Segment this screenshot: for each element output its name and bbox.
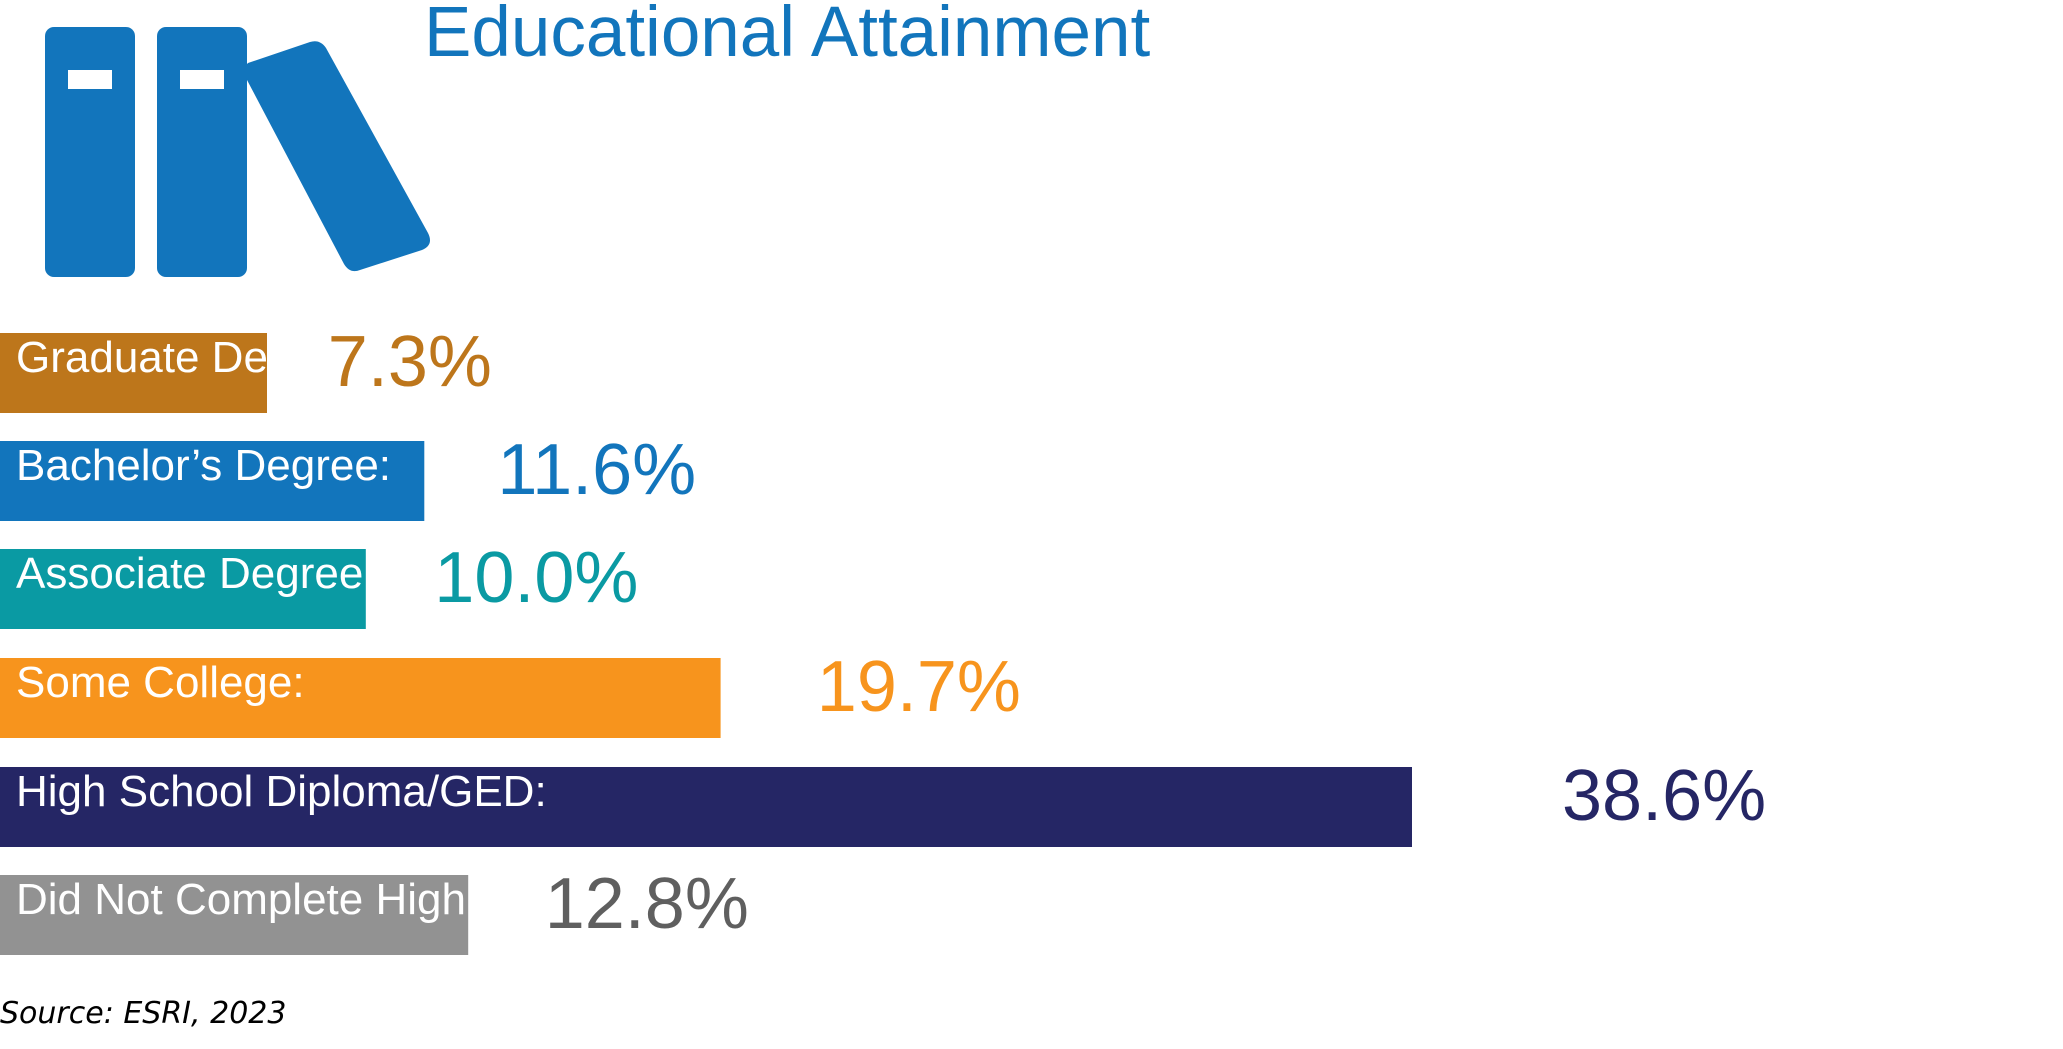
chart-title: Educational Attainment	[424, 0, 1151, 72]
source-note: Source: ESRI, 2023	[0, 996, 286, 1031]
bar-graduate-degree	[0, 333, 267, 413]
bar-some-college	[0, 658, 721, 738]
value-labels: 7.3% 11.6% 10.0% 19.7% 38.6% 12.8%	[328, 322, 1766, 944]
category-label-bachelors-degree: Bachelor’s Degree:	[16, 441, 391, 490]
value-label-graduate-degree: 7.3%	[328, 322, 492, 402]
books-icon	[45, 27, 430, 277]
value-label-associate-degree: 10.0%	[434, 538, 638, 618]
category-label-did-not-complete-high-school: Did Not Complete High School:	[16, 875, 625, 924]
category-label-some-college: Some College:	[16, 658, 305, 707]
value-label-some-college: 19.7%	[817, 647, 1021, 727]
category-label-associate-degree: Associate Degree:	[16, 549, 376, 598]
category-label-high-school-diploma: High School Diploma/GED:	[16, 767, 547, 816]
bar-high-school-diploma	[0, 767, 1412, 847]
value-label-bachelors-degree: 11.6%	[497, 430, 696, 510]
bar-bachelors-degree	[0, 441, 425, 521]
category-label-graduate-degree: Graduate Degree:	[16, 333, 368, 382]
bar-did-not-complete-high-school	[0, 875, 469, 955]
value-label-high-school-diploma: 38.6%	[1562, 756, 1766, 836]
bars	[0, 333, 1412, 955]
bar-associate-degree	[0, 549, 366, 629]
category-labels: Graduate Degree: Bachelor’s Degree: Asso…	[16, 333, 625, 924]
value-label-did-not-complete-high-school: 12.8%	[545, 864, 749, 944]
